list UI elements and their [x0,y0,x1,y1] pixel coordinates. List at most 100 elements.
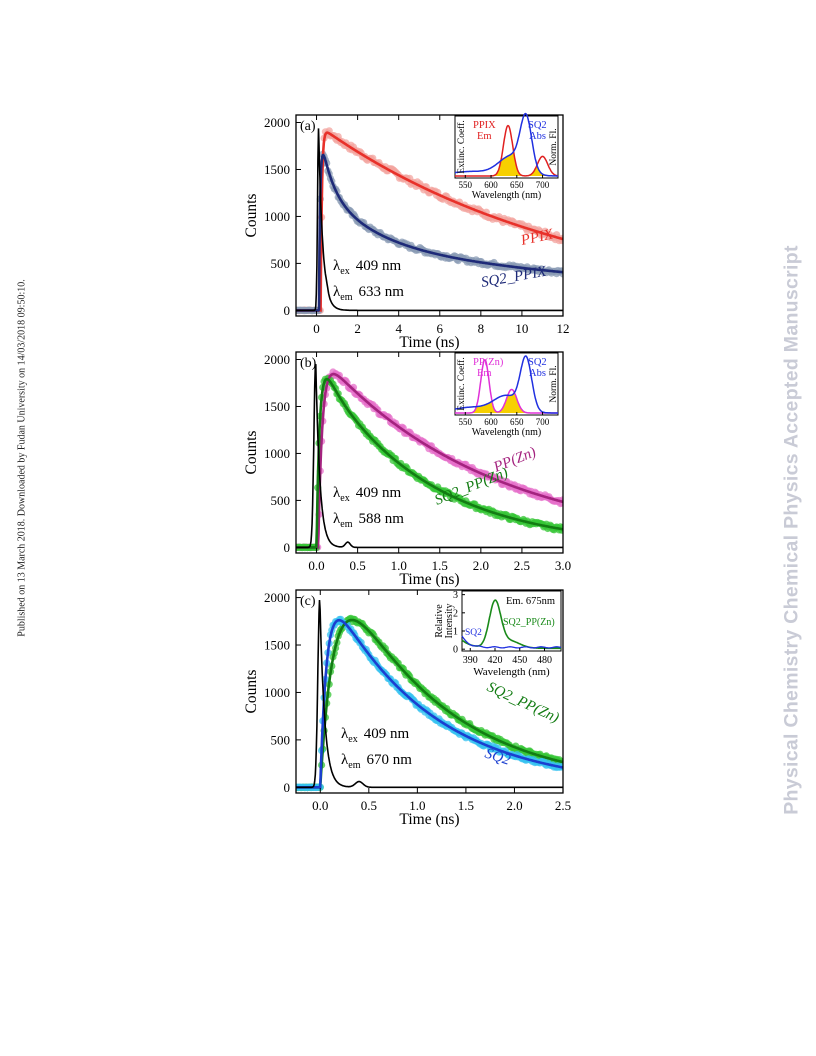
plot-area [296,363,563,552]
x-tick-label: 0.5 [361,798,377,813]
emission-label: λem 670 nm [341,752,412,771]
y-tick-label: 1000 [264,209,290,224]
x-tick-label: 0.0 [312,798,328,813]
inset-y-label-left: Extinc. Coeff. [456,357,467,410]
inset-abs-label: SQ2 [528,120,547,131]
inset-x-tick-label: 700 [536,180,550,190]
inset-x-tick-label: 650 [510,180,524,190]
x-tick-label: 6 [437,321,444,336]
y-tick-label: 1500 [264,162,290,177]
inset-abs-label: SQ2 [528,357,547,368]
x-tick-label: 2.5 [555,798,571,813]
x-axis-label: Time (ns) [399,811,459,828]
inset-y-label-right: Norm. Fl. [549,128,559,165]
inset-y-tick-label: 3 [453,590,458,601]
plot-frame [295,114,564,317]
x-axis-label: Time (ns) [399,334,459,351]
fit-line-sq2-pp-zn- [296,618,563,789]
x-tick-label: 2.0 [506,798,522,813]
inset-x-tick-label: 650 [510,417,524,427]
y-tick-label: 500 [271,493,291,508]
fit-line-pp-zn- [296,372,563,549]
x-axis-label: Time (ns) [399,571,459,588]
fit-line-ppix [296,131,563,312]
y-tick-label: 1500 [264,638,290,653]
y-axis-label: Counts [243,670,260,714]
x-tick-label: 2.5 [514,558,530,573]
inset-abs-label-2: Abs [529,368,546,379]
inset-emission-curve [455,358,558,414]
x-tick-label: 1.5 [458,798,474,813]
y-tick-label: 1000 [264,446,290,461]
inset-x-label: Wavelength (nm) [473,666,550,678]
inset-em-label: PPIX [473,120,496,131]
irf-line [296,599,563,789]
inset-top-label: Em. 675nm [506,596,555,607]
y-tick-label: 1000 [264,685,290,700]
inset-em-label: PP(Zn) [473,357,504,368]
x-tick-label: 8 [478,321,485,336]
y-tick-label: 0 [284,540,291,555]
inset-absorption-curve [455,112,558,177]
inset-absorption-curve [454,355,558,414]
excitation-label: λex 409 nm [341,726,409,745]
inset-y-label-left: Extinc. Coeff. [456,120,467,173]
inset-blue-label: SQ2 [465,628,482,638]
chart-panel-b: 0.0 0.5 1.0 1.5 2.0 2.5 3.0 0 500 1000 1500 2000 Tim… [243,351,571,588]
inset-y-tick-label: 2 [453,608,458,619]
y-tick-label: 2000 [264,115,290,130]
y-axis-label: Counts [243,431,260,475]
inset-green-label: SQ2_PP(Zn) [503,617,555,628]
irf-line [296,128,563,312]
x-tick-label: 1.5 [432,558,448,573]
y-tick-label: 500 [271,732,291,747]
panel-letter: (c) [300,594,316,609]
y-axis-label: Counts [243,194,260,238]
inset-em-label-2: Em [477,368,492,379]
emission-label: λem 633 nm [333,284,404,303]
overlap-fill [455,392,558,413]
plot-area [296,127,563,315]
panel-letter: (a) [300,119,316,134]
y-tick-label: 0 [284,780,291,795]
series-label: PPIX [519,226,556,249]
x-tick-label: 4 [395,321,402,336]
inset-em-label-2: Em [477,131,492,142]
inset-y-label-right: Norm. Fl. [549,365,559,402]
x-tick-label: 3.0 [555,558,571,573]
fit-line-sq2-ppix [296,153,563,312]
inset-blue-curve [461,635,562,649]
x-tick-label: 0 [313,321,320,336]
x-tick-label: 2.0 [473,558,489,573]
y-tick-label: 0 [284,303,291,318]
x-tick-label: 1.0 [409,798,425,813]
series-label: SQ2_PP(Zn) [484,679,561,726]
plot-frame [295,351,564,554]
inset-x-tick-label: 550 [459,180,473,190]
inset-x-tick-label: 600 [484,180,498,190]
x-tick-label: 2 [354,321,361,336]
inset-x-tick-label: 420 [488,655,503,666]
inset-y-tick-label: 1 [453,627,458,638]
inset-x-label: Wavelength (nm) [472,427,541,438]
inset-panel-c: 390 420 450 480 0 1 2 3 Wavelength (nm) Relative I… [434,590,562,678]
chart-panel-c: 0.0 0.5 1.0 1.5 2.0 2.5 0 500 1000 1500 2000 Time (… [243,589,571,828]
inset-x-tick-label: 480 [537,655,552,666]
inset-y-label: Relative [434,604,445,638]
inset-x-tick-label: 390 [463,655,478,666]
inset-y-label-2: Intensity [444,604,455,639]
y-tick-label: 2000 [264,590,290,605]
panel-letter: (b) [300,356,317,371]
inset-x-tick-label: 550 [459,417,473,427]
plot-area [296,599,563,792]
inset-x-label: Wavelength (nm) [472,190,541,201]
series-label: SQ2 [483,746,513,769]
overlap-fill [455,152,558,176]
x-tick-label: 1.0 [391,558,407,573]
inset-x-tick-label: 450 [512,655,527,666]
plot-frame [295,589,564,794]
inset-x-tick-label: 700 [536,417,550,427]
